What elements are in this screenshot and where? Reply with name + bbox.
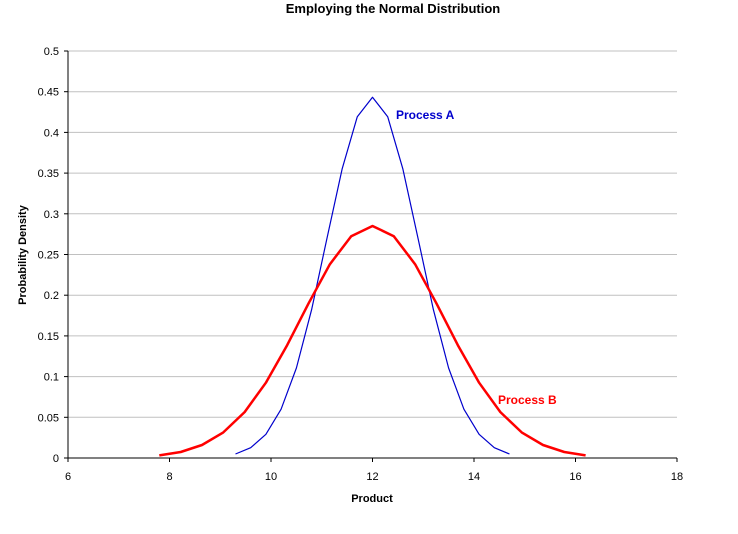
y-tick-label: 0.05 <box>38 412 59 424</box>
tick-labels: 0 0.05 0.1 0.15 0.2 0.25 0.3 0.35 0.4 0.45 0.5 6 8 10… <box>38 46 684 483</box>
y-tick-label: 0.2 <box>44 290 59 302</box>
x-tick-label: 14 <box>468 471 480 483</box>
y-tick-label: 0.25 <box>38 250 59 262</box>
y-tick-label: 0.15 <box>38 331 59 343</box>
y-tick-label: 0 <box>53 453 59 465</box>
series-line-process-b <box>159 224 586 457</box>
y-tick-label: 0.3 <box>44 209 59 221</box>
series-lines <box>159 96 586 457</box>
gridlines <box>68 50 677 418</box>
x-tick-label: 12 <box>366 471 378 483</box>
x-tick-label: 16 <box>569 471 581 483</box>
chart-title: Employing the Normal Distribution <box>286 1 501 16</box>
series-label-process-a: Process A <box>396 108 455 122</box>
y-axis-label: Probability Density <box>17 204 29 305</box>
y-tick-label: 0.5 <box>44 46 59 58</box>
x-tick-label: 18 <box>671 471 683 483</box>
x-tick-label: 8 <box>166 471 172 483</box>
y-tick-label: 0.4 <box>44 127 59 139</box>
x-tick-label: 10 <box>265 471 277 483</box>
x-tick-label: 6 <box>65 471 71 483</box>
axes <box>64 50 678 462</box>
y-tick-label: 0.45 <box>38 87 59 99</box>
series-label-process-b: Process B <box>498 393 557 407</box>
y-tick-label: 0.35 <box>38 168 59 180</box>
y-tick-label: 0.1 <box>44 372 59 384</box>
series-line-process-a <box>235 96 510 455</box>
x-axis-label: Product <box>351 493 393 505</box>
